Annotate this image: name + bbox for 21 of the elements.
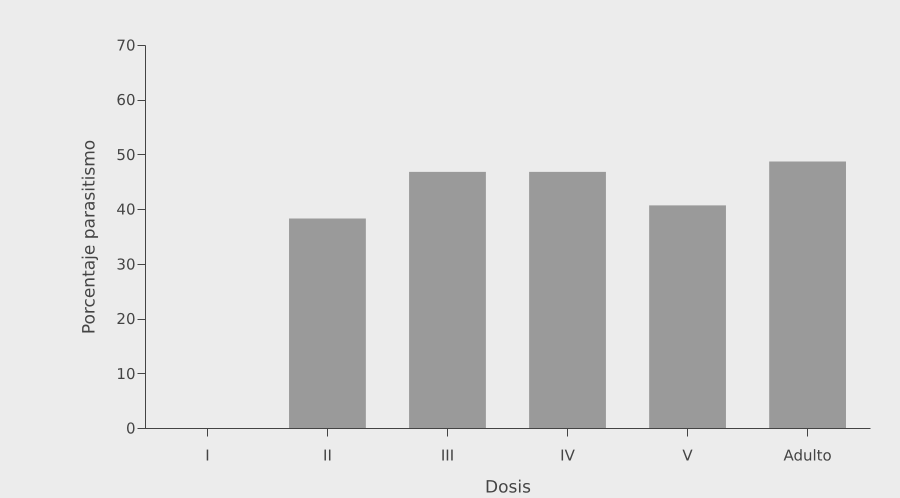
bar: [289, 218, 366, 428]
y-tick-label: 70: [116, 36, 136, 54]
x-tick-label: II: [323, 446, 332, 464]
bar: [409, 172, 486, 428]
y-tick-label: 20: [116, 310, 136, 328]
y-tick-label: 60: [116, 91, 136, 110]
x-axis-title: Dosis: [485, 478, 532, 498]
bar: [649, 205, 726, 428]
y-tick-label: 40: [116, 200, 136, 219]
x-tick-label: I: [205, 446, 210, 464]
x-tick-label: V: [682, 446, 694, 464]
y-tick-label: 30: [116, 255, 136, 274]
bar: [769, 162, 846, 428]
x-tick-label: Adulto: [783, 446, 832, 464]
x-tick-label: IV: [560, 446, 576, 464]
y-axis-title: Porcentaje parasitismo: [79, 140, 100, 334]
y-tick-label: 50: [116, 146, 136, 164]
bar: [529, 172, 606, 428]
y-tick-label: 10: [116, 364, 136, 383]
x-tick-label: III: [440, 446, 454, 464]
y-tick-label: 0: [126, 420, 136, 438]
